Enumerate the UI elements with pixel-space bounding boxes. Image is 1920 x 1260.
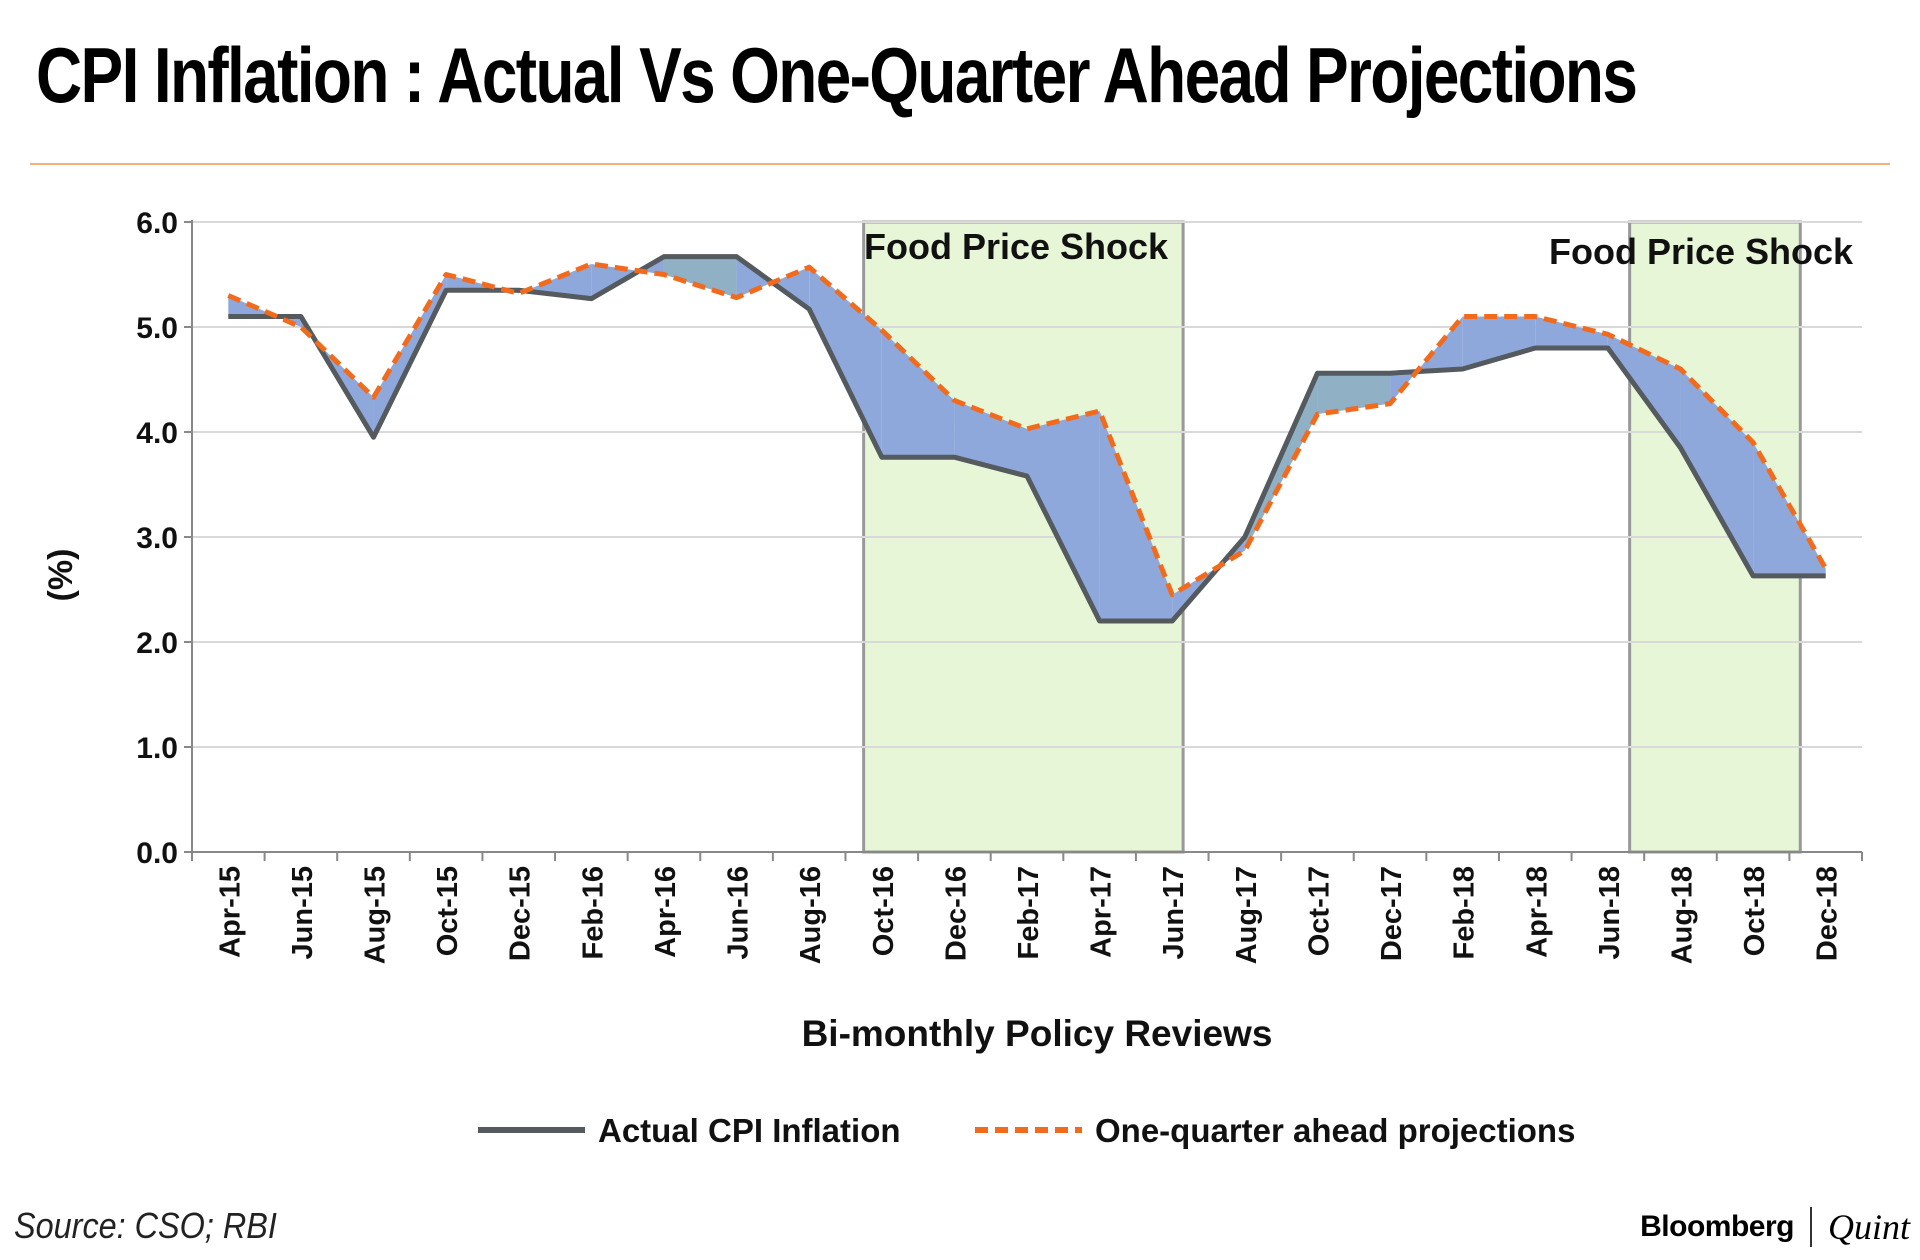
y-axis-title: (%) <box>42 549 80 602</box>
x-tick-label: Aug-18 <box>1666 866 1698 964</box>
x-tick-label: Feb-16 <box>577 866 609 959</box>
legend: Actual CPI Inflation One-quarter ahead pr… <box>478 1112 1575 1149</box>
series-lines <box>227 254 1828 624</box>
brand-bloomberg: Bloomberg <box>1640 1210 1794 1243</box>
x-tick-label: Jun-16 <box>723 866 755 959</box>
x-tick-label: Dec-15 <box>505 866 537 961</box>
shock-label-1: Food Price Shock <box>864 226 1169 267</box>
y-tick-label: 3.0 <box>136 522 178 555</box>
y-tick-label: 0.0 <box>136 837 178 870</box>
difference-area <box>1462 316 1536 369</box>
x-tick-label: Aug-15 <box>360 866 392 964</box>
x-tick-label: Aug-17 <box>1231 866 1263 964</box>
difference-area <box>1680 369 1754 576</box>
difference-area <box>809 267 882 458</box>
x-tick-label: Feb-17 <box>1013 866 1045 959</box>
y-tick-label: 2.0 <box>136 627 178 660</box>
difference-area <box>1027 411 1100 621</box>
difference-area <box>954 400 1027 477</box>
x-tick-label: Aug-16 <box>795 866 827 964</box>
legend-label-projection: One-quarter ahead projections <box>1095 1112 1575 1149</box>
actual-cpi-line <box>228 254 1826 624</box>
difference-area <box>881 330 955 458</box>
title-divider <box>30 163 1890 165</box>
x-tick-label: Apr-15 <box>214 866 246 958</box>
x-tick-label: Jun-15 <box>287 866 319 959</box>
legend-label-actual: Actual CPI Inflation <box>598 1112 901 1149</box>
x-tick-label: Apr-16 <box>650 866 682 958</box>
difference-area <box>663 256 737 298</box>
x-tick-label: Dec-18 <box>1812 866 1844 961</box>
x-axis-title: Bi-monthly Policy Reviews <box>802 1013 1273 1054</box>
y-tick-label: 4.0 <box>136 417 178 450</box>
y-tick-label: 6.0 <box>136 207 178 240</box>
projection-line <box>227 261 1828 598</box>
y-tick-label: 1.0 <box>136 732 178 765</box>
x-tick-label: Dec-16 <box>940 866 972 961</box>
x-tick-label: Jun-17 <box>1158 866 1190 959</box>
x-tick-label: Feb-18 <box>1449 866 1481 959</box>
y-tick-label: 5.0 <box>136 312 178 345</box>
difference-area <box>1535 316 1608 348</box>
difference-fill <box>228 256 1826 621</box>
brand-divider <box>1809 1207 1812 1247</box>
x-tick-label: Oct-17 <box>1303 866 1335 956</box>
brand-logo: Bloomberg Quint <box>1640 1206 1910 1248</box>
x-tick-label: Oct-15 <box>432 866 464 956</box>
chart-title: CPI Inflation : Actual Vs One-Quarter Ah… <box>36 31 1638 119</box>
x-tick-label: Jun-18 <box>1594 866 1626 959</box>
x-tick-label: Oct-18 <box>1739 866 1771 956</box>
difference-area <box>228 295 301 327</box>
x-tick-label: Oct-16 <box>868 866 900 956</box>
x-tick-label: Dec-17 <box>1376 866 1408 961</box>
brand-quint: Quint <box>1827 1207 1910 1247</box>
shock-label-2: Food Price Shock <box>1549 231 1854 272</box>
source-note: Source: CSO; RBI <box>14 1205 277 1246</box>
axis-labels: 0.0 1.0 2.0 3.0 4.0 5.0 6.0 Apr-15 Jun-15 Aug-15 O… <box>42 207 1854 1054</box>
cpi-chart: 0.0 1.0 2.0 3.0 4.0 5.0 6.0 Apr-15 Jun-15 Aug-15 O… <box>42 207 1863 1149</box>
axes <box>184 220 1863 861</box>
x-tick-label: Apr-18 <box>1521 866 1553 958</box>
grid-lines <box>192 221 1862 748</box>
x-tick-label: Apr-17 <box>1086 866 1118 958</box>
